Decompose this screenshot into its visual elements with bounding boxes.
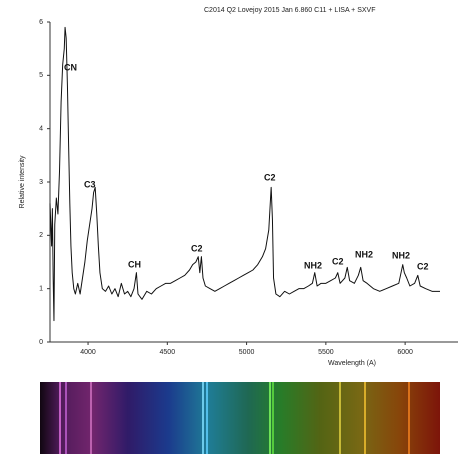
spectrum-line (50, 27, 440, 320)
y-tick-label: 4 (39, 126, 43, 133)
y-tick-label: 3 (39, 179, 43, 186)
page: {"chart_data": { "type": "line", "title"… (0, 0, 458, 460)
y-tick-label: 0 (39, 339, 43, 346)
annotation: CN (64, 62, 77, 72)
y-tick-label: 6 (39, 19, 43, 26)
chart-title: C2014 Q2 Lovejoy 2015 Jan 6.860 C11 + LI… (204, 7, 376, 14)
x-tick-label: 6000 (397, 349, 413, 356)
annotation: C2 (332, 256, 344, 266)
annotation: NH2 (392, 250, 410, 260)
x-tick-label: 4000 (80, 349, 96, 356)
y-tick-label: 2 (39, 232, 43, 239)
annotation: NH2 (304, 260, 322, 270)
chart: C2014 Q2 Lovejoy 2015 Jan 6.860 C11 + LI… (0, 0, 458, 460)
annotation: C3 (84, 179, 96, 189)
y-tick-label: 5 (39, 72, 43, 79)
y-tick-label: 1 (39, 286, 43, 293)
spectrum-shade (40, 382, 440, 454)
y-axis-label: Relative intensity (19, 155, 26, 208)
x-tick-label: 5500 (318, 349, 334, 356)
annotation: C2 (264, 172, 276, 182)
x-tick-label: 5000 (239, 349, 255, 356)
annotation: NH2 (355, 249, 373, 259)
spectrum-strip (40, 382, 440, 454)
x-axis-label: Wavelength (A) (328, 360, 376, 367)
annotation: CH (128, 259, 141, 269)
annotation: C2 (417, 261, 429, 271)
x-tick-label: 4500 (160, 349, 176, 356)
annotation: C2 (191, 243, 203, 253)
